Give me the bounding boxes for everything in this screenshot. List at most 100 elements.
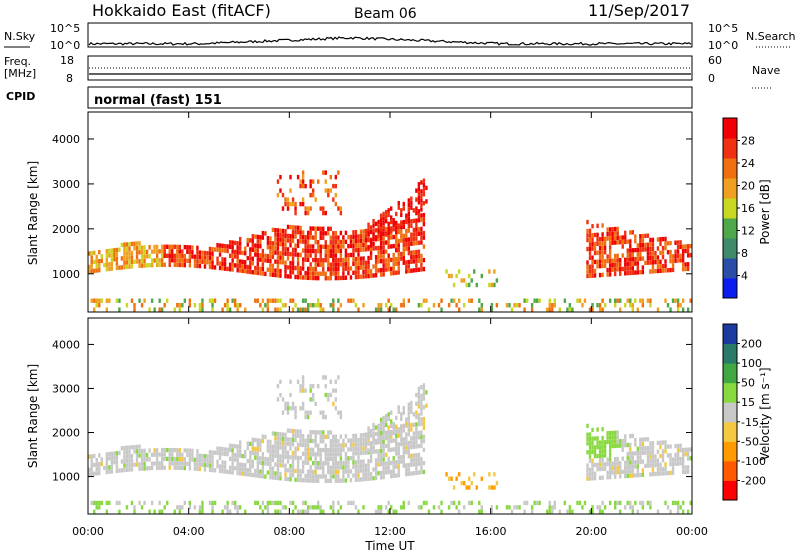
velocity-cell [276,436,280,441]
power-cell [329,303,332,308]
power-cell [636,243,640,248]
power-cell [294,252,297,257]
power-cell [196,245,199,251]
velocity-cell [689,500,692,506]
power-cell [286,247,290,252]
velocity-cell [349,477,353,483]
power-cell [601,236,604,242]
velocity-cell [488,472,491,477]
power-cell [387,253,390,258]
velocity-cell [155,456,159,462]
velocity-cell [261,500,265,506]
velocity-cell [254,455,257,460]
velocity-cell [299,509,302,514]
velocity-cell [374,475,378,481]
power-cell [173,253,176,259]
colorbar-segment [723,258,737,279]
velocity-cell [256,473,260,478]
velocity-cell [631,433,634,439]
power-cell [213,298,217,303]
velocity-cell [384,461,388,466]
power-cell [619,271,622,276]
power-cell [133,303,136,308]
power-cell [198,250,202,255]
velocity-cell [387,461,390,466]
date-label: 11/Sep/2017 [588,1,690,20]
power-cell [488,269,491,274]
velocity-cell [299,406,302,411]
power-cell [135,254,139,260]
velocity-cell [656,471,660,476]
power-cell [284,197,287,202]
power-cell [402,238,405,243]
power-cell [145,254,149,259]
velocity-cell [629,473,632,478]
power-cell [90,268,93,274]
velocity-cell [621,469,624,474]
velocity-cell [311,469,315,475]
colorbar-tick-label: 28 [741,135,755,148]
velocity-cell [291,428,295,434]
velocity-cell [130,462,134,468]
power-cell [188,263,192,268]
velocity-cell [596,453,599,459]
x-tick-label: 08:00 [273,525,305,538]
velocity-cell [108,451,111,457]
power-cell [510,307,514,312]
velocity-cell [306,509,310,514]
power-cell [415,206,418,211]
velocity-cell [621,447,624,452]
velocity-cell [236,444,239,449]
power-cell [405,260,408,265]
power-cell [140,249,144,255]
velocity-cell [98,462,101,467]
power-cell [271,254,275,260]
velocity-cell [661,440,665,445]
power-cell [334,266,338,272]
velocity-cell [168,461,171,466]
velocity-cell [178,509,181,514]
power-cell [676,244,680,250]
velocity-cell [306,505,310,510]
power-cell [317,262,320,267]
velocity-cell [90,471,93,477]
power-cell [218,265,222,271]
velocity-cell [276,475,280,481]
power-cell [213,265,217,270]
velocity-cell [659,440,662,445]
velocity-cell [317,447,320,453]
velocity-cell [301,478,305,483]
power-cell [261,230,265,236]
power-cell [674,254,677,259]
power-cell [309,244,312,249]
velocity-cell [294,406,297,411]
velocity-cell [158,461,161,466]
power-cell [133,241,136,246]
power-cell [231,244,234,250]
power-cell [269,254,272,259]
power-cell [100,298,103,303]
velocity-cell [339,410,343,415]
power-cell [354,270,358,275]
power-cell [352,239,355,244]
velocity-cell [188,461,192,467]
power-cell [641,242,645,248]
velocity-cell [269,457,272,462]
power-cell [176,249,179,254]
velocity-cell [357,455,360,460]
velocity-cell [311,478,315,483]
velocity-cell [405,441,408,446]
velocity-cell [636,468,640,473]
power-cell [591,268,594,274]
velocity-cell [596,462,599,467]
power-cell [588,242,592,247]
velocity-cell [420,411,423,416]
velocity-cell [128,445,131,450]
power-cell [241,259,244,265]
power-cell [304,239,307,244]
velocity-cell [218,451,222,456]
power-cell [332,258,335,263]
velocity-cell [407,423,411,428]
velocity-cell [269,500,272,506]
